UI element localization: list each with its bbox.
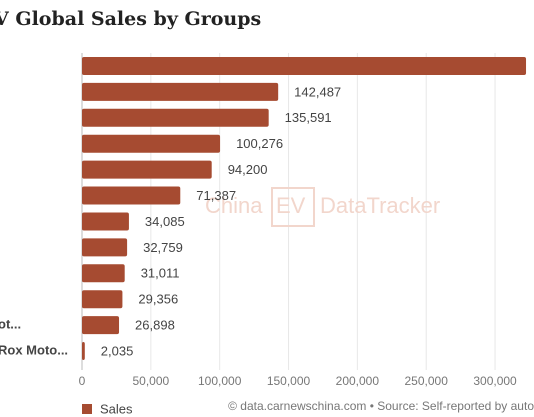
legend-swatch [82,404,92,414]
value-label: 100,276 [236,136,283,151]
value-label: 32,759 [143,240,183,255]
legend-label: Sales [100,401,133,416]
bar [82,342,85,361]
value-label: 34,085 [145,214,185,229]
source: © data.carnewschina.com • Source: Self-r… [228,399,534,413]
y-tick-label: Rox Moto... [0,342,68,357]
value-label: 26,898 [135,318,175,333]
chart-title: V Global Sales by Groups [0,8,261,30]
bar [82,186,181,205]
value-label: 135,591 [285,110,332,125]
bar [82,264,125,283]
x-tick-label: 0 [79,374,86,388]
x-tick-label: 300,000 [473,374,517,388]
bar [82,212,129,231]
bar [82,290,123,309]
watermark: China EV DataTracker [205,187,440,227]
bar [82,238,128,257]
value-label: 142,487 [294,84,341,99]
bar [82,82,279,101]
bar [82,108,269,127]
x-tick-label: 100,000 [198,374,242,388]
value-label: 71,387 [196,188,236,203]
y-tick-label: ot... [0,317,21,332]
bar [82,160,212,179]
value-label: 31,011 [141,266,180,281]
watermark-left: China [205,193,263,218]
bar [82,56,527,75]
x-tick-label: 200,000 [336,374,380,388]
watermark-right: DataTracker [320,193,440,218]
x-tick-label: 250,000 [405,374,449,388]
value-label: 94,200 [228,162,268,177]
x-tick-label: 150,000 [267,374,311,388]
x-tick-label: 50,000 [132,374,169,388]
watermark-badge: EV [276,193,306,218]
bar [82,316,120,335]
value-label: 29,356 [138,292,178,307]
bar [82,134,221,153]
value-label: 2,035 [101,343,134,358]
watermark-box [271,187,315,227]
